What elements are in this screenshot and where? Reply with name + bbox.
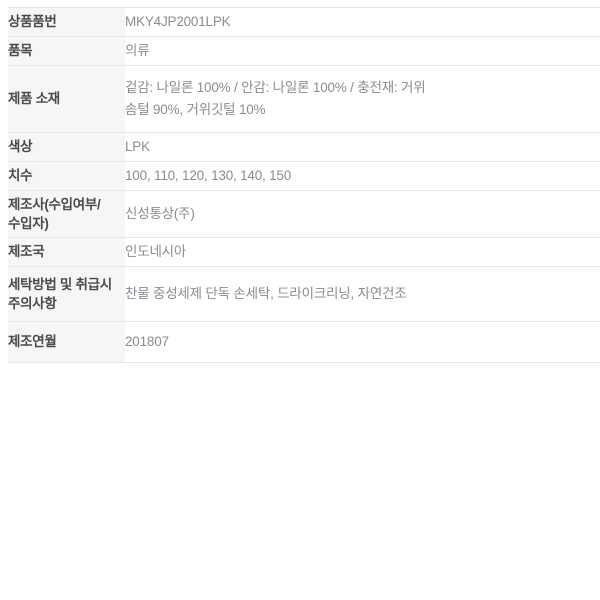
- spec-table-body: 상품품번 MKY4JP2001LPK 품목 의류 제품 소재 겉감: 나일론 1…: [8, 7, 600, 363]
- spec-value-line: 201807: [125, 334, 169, 350]
- spec-value-line: 의류: [125, 43, 150, 59]
- spec-value-material: 겉감: 나일론 100% / 안감: 나일론 100% / 충전재: 거위 솜털…: [125, 65, 600, 133]
- spec-value-line: 100, 110, 120, 130, 140, 150: [125, 168, 292, 184]
- spec-value-washing-instructions: 찬물 중성세제 단독 손세탁, 드라이크리닝, 자연건조: [125, 266, 600, 322]
- spec-value-line: LPK: [125, 139, 150, 155]
- spec-value-line: 인도네시아: [125, 244, 187, 260]
- spec-label-washing-instructions: 세탁방법 및 취급시 주의사항: [8, 266, 125, 322]
- table-row: 제조연월 201807: [8, 321, 600, 363]
- spec-value-line: 찬물 중성세제 단독 손세탁, 드라이크리닝, 자연건조: [125, 286, 407, 302]
- spec-label-color: 색상: [8, 132, 125, 162]
- spec-label-manufacture-date: 제조연월: [8, 321, 125, 363]
- spec-value-size: 100, 110, 120, 130, 140, 150: [125, 161, 600, 191]
- spec-value-line: 솜털 90%, 거위깃털 10%: [125, 102, 266, 117]
- spec-value-line: 겉감: 나일론 100% / 안감: 나일론 100% / 충전재: 거위: [125, 80, 426, 96]
- table-row: 제품 소재 겉감: 나일론 100% / 안감: 나일론 100% / 충전재:…: [8, 65, 600, 133]
- table-row: 제조사(수입여부/수입자) 신성통상(주): [8, 190, 600, 238]
- spec-value-item-category: 의류: [125, 36, 600, 66]
- spec-label-size: 치수: [8, 161, 125, 191]
- spec-value-product-code: MKY4JP2001LPK: [125, 7, 600, 37]
- spec-label-product-code: 상품품번: [8, 7, 125, 37]
- spec-label-manufacturer: 제조사(수입여부/수입자): [8, 190, 125, 238]
- spec-label-material: 제품 소재: [8, 65, 125, 133]
- spec-value-manufacturer: 신성통상(주): [125, 190, 600, 238]
- table-row: 품목 의류: [8, 36, 600, 66]
- table-row: 치수 100, 110, 120, 130, 140, 150: [8, 161, 600, 191]
- spec-value-line: 신성통상(주): [125, 206, 195, 222]
- table-row: 상품품번 MKY4JP2001LPK: [8, 7, 600, 37]
- table-row: 세탁방법 및 취급시 주의사항 찬물 중성세제 단독 손세탁, 드라이크리닝, …: [8, 266, 600, 322]
- spec-label-country-of-origin: 제조국: [8, 237, 125, 267]
- product-spec-table: 상품품번 MKY4JP2001LPK 품목 의류 제품 소재 겉감: 나일론 1…: [8, 7, 600, 363]
- spec-value-color: LPK: [125, 132, 600, 162]
- table-row: 제조국 인도네시아: [8, 237, 600, 267]
- spec-value-country-of-origin: 인도네시아: [125, 237, 600, 267]
- spec-value-manufacture-date: 201807: [125, 321, 600, 363]
- table-row: 색상 LPK: [8, 132, 600, 162]
- spec-label-item-category: 품목: [8, 36, 125, 66]
- spec-value-line: MKY4JP2001LPK: [125, 14, 231, 30]
